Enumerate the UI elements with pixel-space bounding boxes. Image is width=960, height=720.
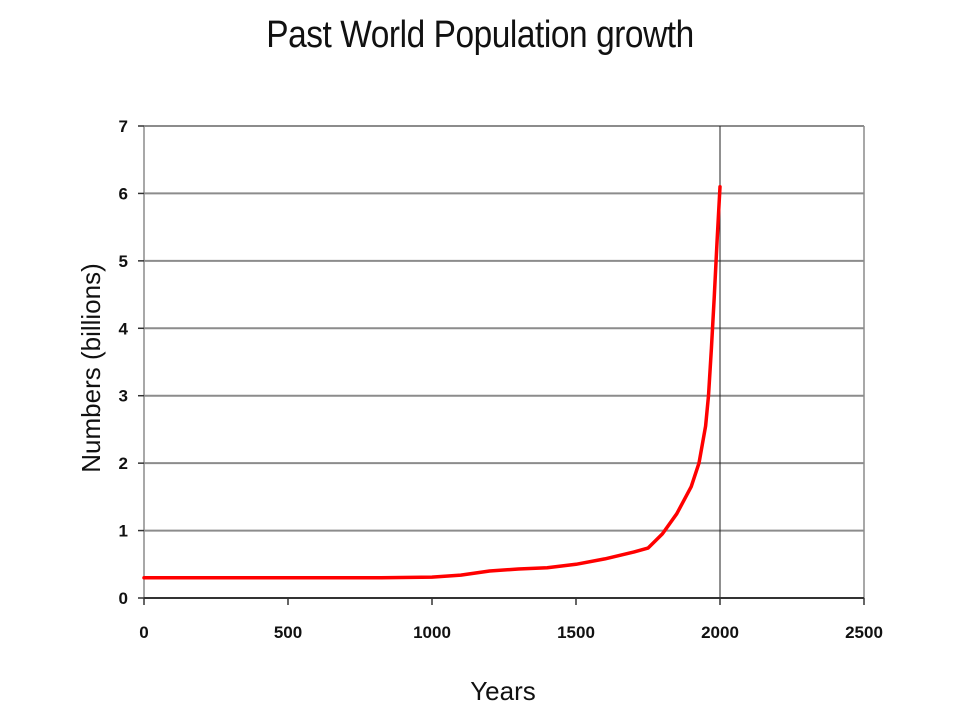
x-tick-label-500: 500 <box>274 623 302 642</box>
y-tick-label-7: 7 <box>119 117 128 136</box>
y-axis-label: Numbers (billions) <box>76 263 106 473</box>
x-tick-label-2000: 2000 <box>701 623 739 642</box>
x-tick-label-2500: 2500 <box>845 623 883 642</box>
x-tick-label-1500: 1500 <box>557 623 595 642</box>
x-tick-label-1000: 1000 <box>413 623 451 642</box>
population-series-line <box>142 184 722 580</box>
x-tick-label-0: 0 <box>139 623 148 642</box>
y-tick-label-0: 0 <box>119 589 128 608</box>
y-tick-label-2: 2 <box>119 454 128 473</box>
y-tick-label-5: 5 <box>119 252 128 271</box>
y-tick-label-1: 1 <box>119 522 128 541</box>
y-tick-label-3: 3 <box>119 387 128 406</box>
x-axis-label: Years <box>470 676 536 706</box>
chart-title: Past World Population growth <box>266 14 694 56</box>
y-tick-label-4: 4 <box>119 319 129 338</box>
y-tick-label-6: 6 <box>119 184 128 203</box>
